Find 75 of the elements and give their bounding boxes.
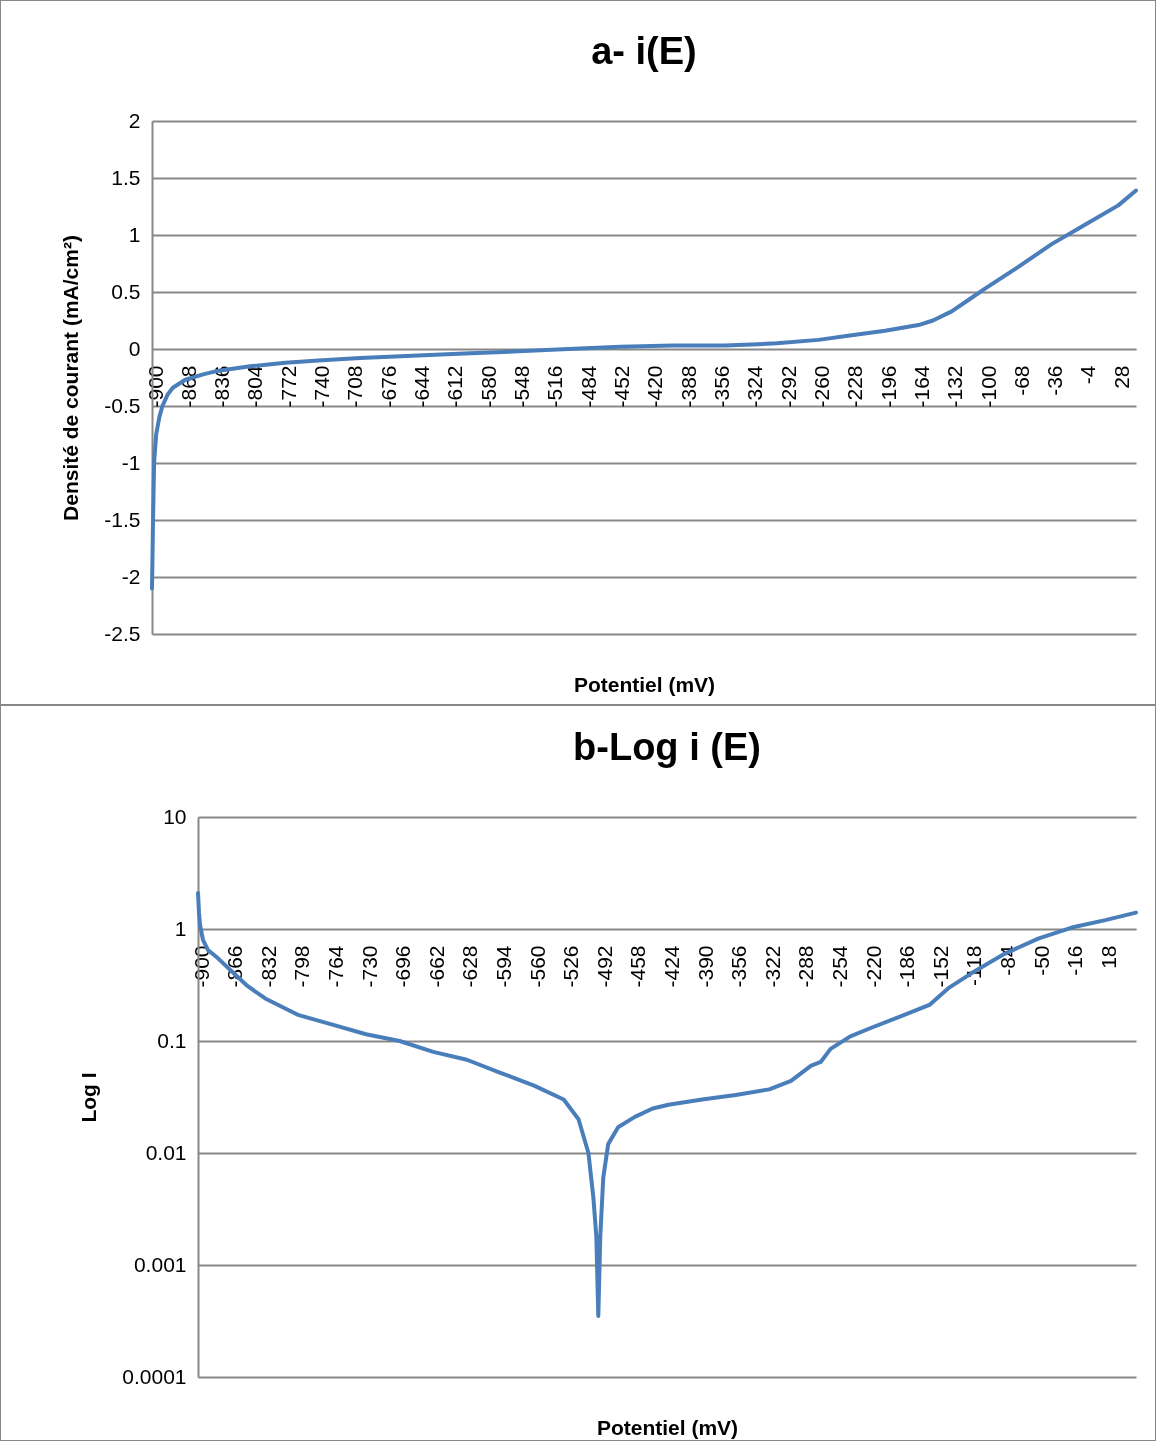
y-tick-label: 0.01 [145,1140,187,1164]
x-tick-label: -196 [876,365,900,408]
y-tick-label: -1 [121,450,141,474]
x-tick-label: -260 [809,365,833,408]
y-axis-title: Log I [77,1072,101,1123]
line-series [196,890,1138,1319]
x-tick-label: 28 [1109,365,1133,389]
x-axis-title: Potentiel (mV) [573,672,716,696]
x-tick-label: -36 [1043,365,1067,396]
x-tick-label: -458 [626,945,650,988]
y-tick-label: -1.5 [104,507,141,531]
x-tick-label: -388 [676,365,700,408]
y-tick-label: -2.5 [104,621,141,645]
y-tick-label: 1 [128,222,141,246]
x-tick-label: -798 [290,945,314,988]
x-axis-title: Potentiel (mV) [596,1415,739,1439]
x-tick-label: -288 [794,945,818,988]
x-tick-label: -356 [727,945,751,988]
y-tick-label: 10 [163,804,187,828]
y-tick-label: 2 [128,108,141,132]
x-tick-label: -764 [323,945,347,988]
line-series [150,188,1138,591]
x-tick-label: -356 [709,365,733,408]
x-tick-label: -560 [525,945,549,988]
x-tick-label: -696 [391,945,415,988]
y-tick-label: -0.5 [104,393,141,417]
x-tick-label: -832 [256,945,280,988]
x-tick-label: 18 [1096,945,1120,969]
x-tick-label: -772 [276,365,300,408]
x-tick-label: -132 [943,365,967,408]
x-tick-label: -644 [410,365,434,408]
x-tick-label: -420 [643,365,667,408]
x-tick-label: -152 [928,945,952,988]
x-tick-label: -164 [909,365,933,408]
x-tick-label: -492 [592,945,616,988]
x-tick-label: -186 [895,945,919,988]
chart-title: a- i(E) [591,30,697,72]
x-tick-label: -708 [343,365,367,408]
x-tick-label: -548 [510,365,534,408]
x-tick-label: -452 [609,365,633,408]
x-tick-label: -628 [458,945,482,988]
x-tick-label: -740 [310,365,334,408]
y-tick-label: 1 [174,916,187,940]
x-tick-label: -254 [828,945,852,988]
x-tick-label: -516 [543,365,567,408]
y-tick-label: 0.5 [111,279,141,303]
x-tick-label: -68 [1009,365,1033,396]
x-tick-label: -228 [843,365,867,408]
chart-title: b-Log i (E) [573,726,761,768]
x-tick-label: -390 [693,945,717,988]
x-tick-label: -612 [443,365,467,408]
y-tick-label: 1.5 [111,165,141,189]
x-tick-label: -594 [491,945,515,988]
x-tick-label: -220 [861,945,885,988]
y-axis-title: Densité de courant (mA/cm²) [59,235,83,521]
x-tick-label: -100 [976,365,1000,408]
x-tick-label: -322 [760,945,784,988]
x-tick-label: -292 [776,365,800,408]
y-tick-label: 0.0001 [122,1364,187,1388]
x-tick-label: -484 [576,365,600,408]
x-tick-label: -50 [1029,945,1053,976]
y-tick-label: -2 [121,564,141,588]
x-tick-label: -4 [1076,365,1100,385]
y-tick-label: 0 [128,336,141,360]
y-tick-label: 0.001 [133,1252,187,1276]
y-tick-label: 0.1 [157,1028,187,1052]
x-tick-label: -662 [424,945,448,988]
x-tick-label: -16 [1063,945,1087,976]
x-tick-label: -526 [559,945,583,988]
x-tick-label: -580 [476,365,500,408]
x-tick-label: -424 [659,945,683,988]
x-tick-label: -324 [743,365,767,408]
x-tick-label: -676 [376,365,400,408]
x-tick-label: -804 [243,365,267,408]
x-tick-label: -730 [357,945,381,988]
